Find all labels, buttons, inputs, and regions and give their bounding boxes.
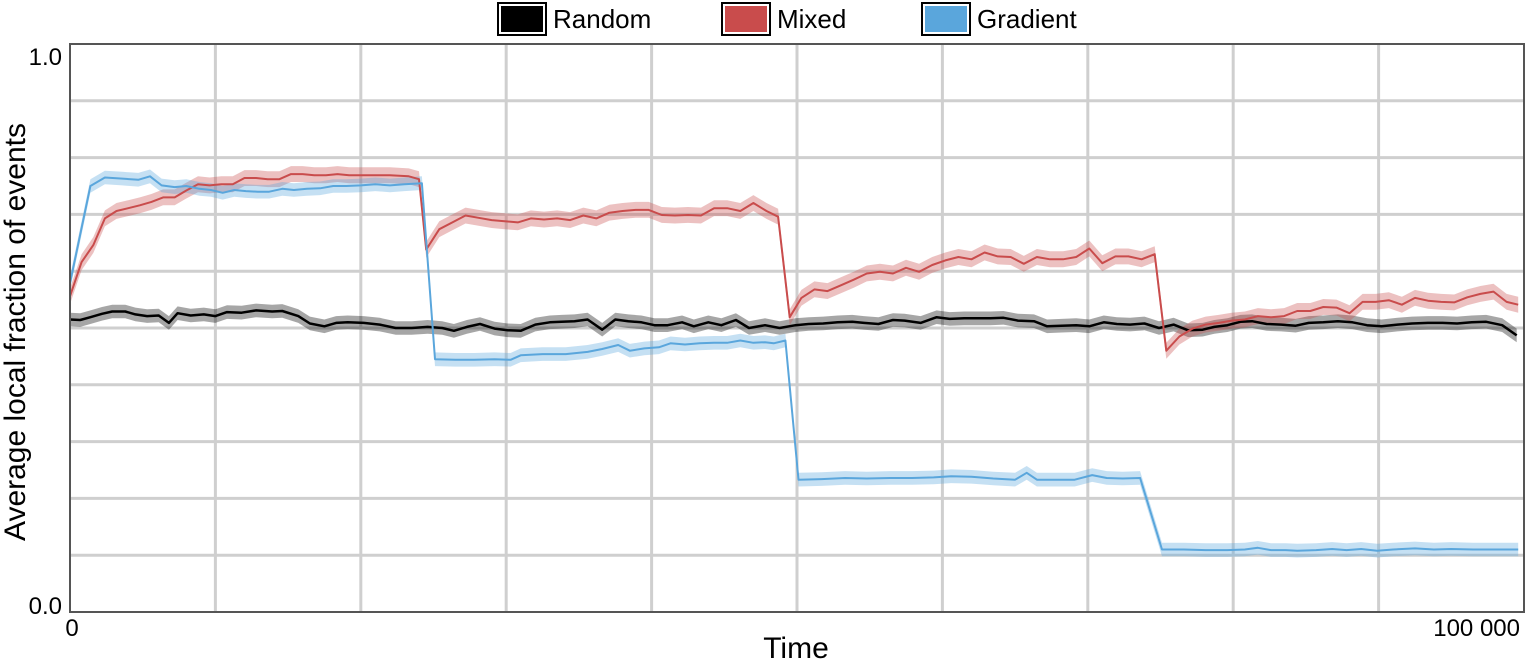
- legend-label-mixed: Mixed: [777, 4, 846, 34]
- series-band-random: [70, 303, 1517, 343]
- series-line-mixed: [69, 173, 1519, 352]
- grid: [70, 44, 1524, 612]
- y-tick-label-bottom: 0.0: [29, 593, 62, 620]
- legend: Random Mixed Gradient: [497, 2, 1077, 36]
- legend-swatch-random-fill: [501, 6, 543, 32]
- series-line-gradient: [69, 175, 1519, 552]
- x-tick-label-right: 100 000: [1433, 615, 1520, 642]
- y-axis-label: Average local fraction of events: [0, 123, 32, 541]
- x-axis-label: Time: [763, 632, 829, 660]
- legend-swatch-mixed-fill: [725, 6, 767, 32]
- x-tick-label-left: 0: [65, 615, 78, 642]
- legend-label-gradient: Gradient: [977, 4, 1077, 34]
- legend-label-random: Random: [553, 4, 651, 34]
- y-tick-label-top: 1.0: [29, 44, 62, 71]
- series-line-random: [69, 309, 1518, 337]
- plot-frame: [69, 43, 1525, 613]
- series-lines: [69, 173, 1519, 552]
- legend-swatch-gradient-fill: [925, 6, 967, 32]
